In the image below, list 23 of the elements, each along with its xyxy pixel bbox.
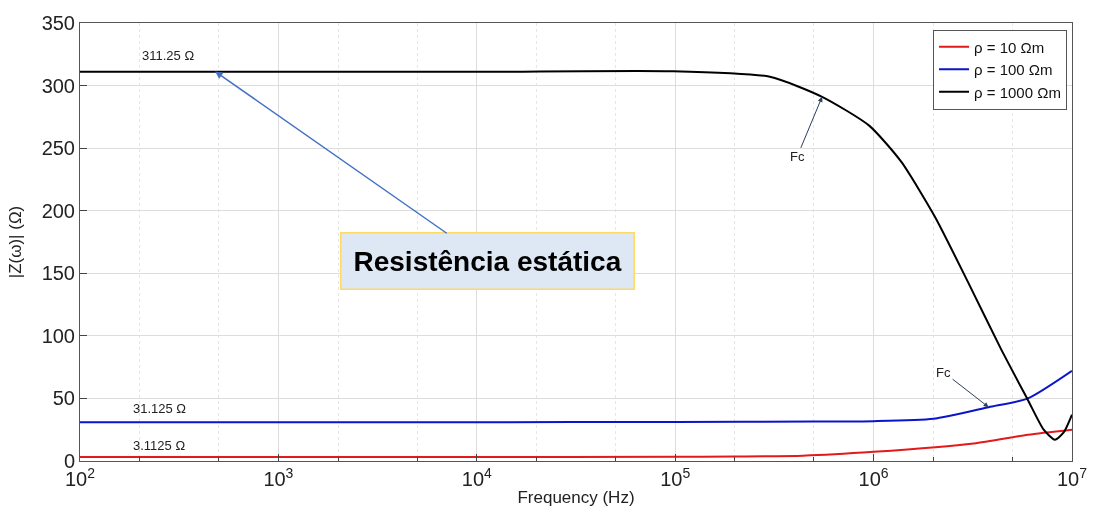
legend-label: ρ = 10 Ωm bbox=[974, 38, 1045, 56]
legend-label: ρ = 1000 Ωm bbox=[974, 83, 1061, 101]
x-tick-label: 10$^{3}$ bbox=[263, 464, 294, 490]
annotation: Fc bbox=[936, 365, 951, 380]
y-tick-label: 200 bbox=[41, 199, 75, 222]
y-tick-label: 100 bbox=[41, 324, 75, 347]
y-tick-label: 50 bbox=[52, 387, 75, 410]
x-tick-label: 10$^{6}$ bbox=[858, 464, 889, 490]
x-axis-title: Frequency (Hz) bbox=[517, 488, 635, 508]
annotation: Resistência estática bbox=[353, 245, 622, 277]
annotation: 311.25 Ω bbox=[142, 48, 195, 63]
legend-label: ρ = 100 Ωm bbox=[974, 61, 1053, 79]
x-tick-label: 10$^{5}$ bbox=[660, 464, 691, 490]
annotation: 3.1125 Ω bbox=[133, 438, 186, 453]
annotation: Fc bbox=[790, 149, 805, 164]
y-axis-title: |Z(ω)| (Ω) bbox=[6, 205, 26, 279]
y-tick-label: 300 bbox=[41, 74, 75, 97]
y-tick-label: 150 bbox=[41, 262, 75, 285]
x-tick-label: 10$^{4}$ bbox=[461, 464, 493, 490]
x-tick-label: 10$^{7}$ bbox=[1056, 464, 1088, 490]
y-tick-label: 350 bbox=[41, 12, 75, 34]
annotation: 31.125 Ω bbox=[133, 401, 187, 416]
y-tick-label: 250 bbox=[41, 137, 75, 160]
